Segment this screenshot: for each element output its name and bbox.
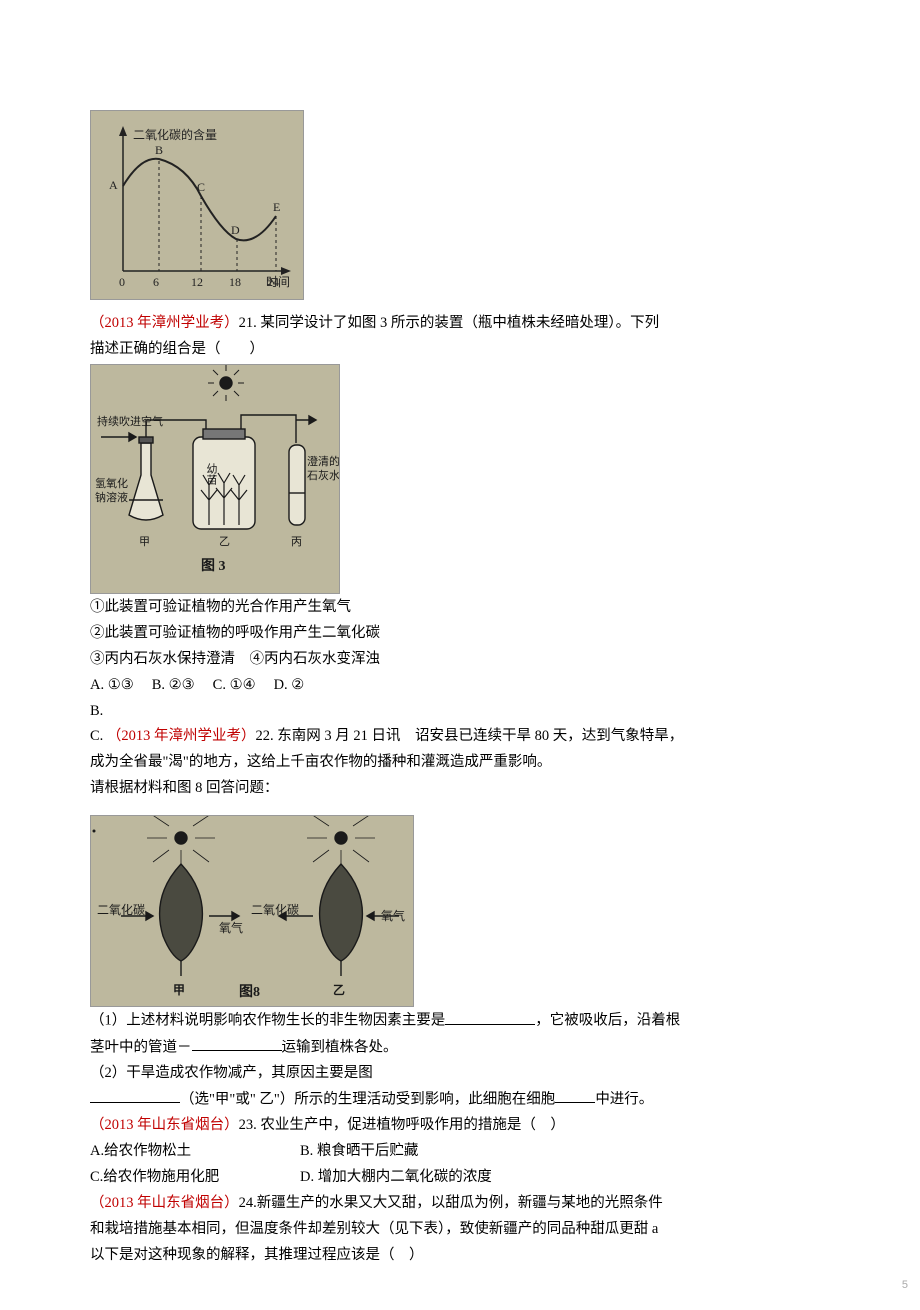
- q23-stem: 23. 农业生产中，促进植物呼吸作用的措施是（ ）: [239, 1117, 565, 1133]
- q22-p1d: 运输到植株各处。: [282, 1039, 398, 1055]
- q24-source: （2013 年山东省烟台）: [90, 1195, 239, 1211]
- q24-l1: 24.新疆生产的水果又大又甜，以甜瓜为例，新疆与某地的光照条件: [239, 1195, 663, 1211]
- q21-stem-a: 21. 某同学设计了如图 3 所示的装置（瓶中植株未经暗处理）。下列: [239, 315, 660, 331]
- svg-text:A: A: [109, 178, 118, 192]
- q24-l2: 和栽培措施基本相同，但温度条件却差别较大（见下表），致使新疆产的同品种甜瓜更甜 …: [90, 1218, 830, 1242]
- q22-p1a: （1）上述材料说明影响农作物生长的非生物因素主要是: [90, 1013, 445, 1029]
- q23-source: （2013 年山东省烟台）: [90, 1117, 239, 1133]
- figure-8: 二氧化碳 氧气 甲 二氧化碳 氧气 乙 图8: [90, 815, 414, 1007]
- blank[interactable]: [192, 1036, 282, 1052]
- svg-text:丙: 丙: [291, 536, 302, 548]
- q22-lead: C.: [90, 728, 103, 744]
- svg-text:澄清的: 澄清的: [307, 454, 339, 468]
- figure-co2-curve: 二氧化碳的含量 时间 A B C D E 0 6 12 18 24: [90, 110, 304, 300]
- svg-text:二氧化碳: 二氧化碳: [97, 903, 145, 917]
- svg-text:C: C: [197, 180, 205, 194]
- svg-text:图 3: 图 3: [201, 558, 226, 574]
- page-number: 5: [902, 1276, 908, 1294]
- svg-text:B: B: [155, 143, 163, 157]
- svg-text:D: D: [231, 223, 240, 237]
- q21-answer: B.: [90, 700, 830, 724]
- svg-text:氢氧化: 氢氧化: [95, 476, 128, 490]
- svg-text:0: 0: [119, 275, 125, 289]
- q22-stem-c: 请根据材料和图 8 回答问题：: [90, 777, 830, 801]
- q22-stem-a: 22. 东南网 3 月 21 日讯 诏安县已连续干旱 80 天，达到气象特旱，: [256, 728, 684, 744]
- q21-source: （2013 年漳州学业考）: [90, 315, 239, 331]
- figure-3-apparatus: 持续吹进空气 氢氧化 钠溶液 幼苗 澄清的 石灰水 甲 乙 丙 图 3: [90, 364, 340, 594]
- svg-text:18: 18: [229, 275, 241, 289]
- blank[interactable]: [90, 1088, 180, 1104]
- q22-p1b: ，它被吸收后，沿着根: [535, 1013, 680, 1029]
- q21-s1: ①此装置可验证植物的光合作用产生氧气: [90, 596, 830, 620]
- q22-source: （2013 年漳州学业考）: [107, 728, 256, 744]
- q24-l3: 以下是对这种现象的解释，其推理过程应该是（ ）: [90, 1244, 830, 1268]
- q22-p2b: （选"甲"或" 乙"）所示的生理活动受到影响，此细胞在细胞: [180, 1091, 555, 1107]
- q22-p2c: 中进行。: [595, 1091, 653, 1107]
- axis-y-label: 二氧化碳的含量: [133, 127, 217, 142]
- svg-text:氧气: 氧气: [219, 920, 243, 935]
- svg-text:二氧化碳: 二氧化碳: [251, 903, 299, 917]
- svg-text:石灰水: 石灰水: [307, 468, 339, 482]
- svg-text:12: 12: [191, 275, 203, 289]
- blank[interactable]: [445, 1009, 535, 1025]
- svg-text:乙: 乙: [219, 535, 230, 548]
- q21-s2: ②此装置可验证植物的呼吸作用产生二氧化碳: [90, 622, 830, 646]
- q23-row2: C.给农作物施用化肥D. 增加大棚内二氧化碳的浓度: [90, 1166, 830, 1190]
- svg-text:甲: 甲: [173, 983, 185, 997]
- svg-text:图8: 图8: [239, 984, 260, 1000]
- q21-stem-b: 描述正确的组合是（ ）: [90, 338, 830, 362]
- q22-p2a: （2）干旱造成农作物减产，其原因主要是图: [90, 1062, 830, 1086]
- svg-text:幼苗: 幼苗: [205, 463, 218, 486]
- svg-text:E: E: [273, 200, 280, 214]
- svg-text:持续吹进空气: 持续吹进空气: [97, 414, 163, 428]
- q21-s3: ③丙内石灰水保持澄清 ④丙内石灰水变浑浊: [90, 648, 830, 672]
- svg-text:乙: 乙: [333, 983, 345, 997]
- q22-stem-b: 成为全省最"渴"的地方，这给上千亩农作物的播种和灌溉造成严重影响。: [90, 751, 830, 775]
- svg-text:甲: 甲: [139, 536, 150, 548]
- svg-text:6: 6: [153, 275, 159, 289]
- q22-p1c: 茎叶中的管道－: [90, 1039, 192, 1055]
- q23-row1: A.给农作物松土B. 粮食晒干后贮藏: [90, 1140, 830, 1164]
- svg-text:氧气: 氧气: [381, 908, 405, 923]
- blank[interactable]: [555, 1088, 595, 1104]
- svg-text:钠溶液: 钠溶液: [95, 490, 128, 504]
- svg-text:24: 24: [267, 275, 279, 289]
- q21-options: A. ①③B. ②③C. ①④D. ②: [90, 674, 830, 698]
